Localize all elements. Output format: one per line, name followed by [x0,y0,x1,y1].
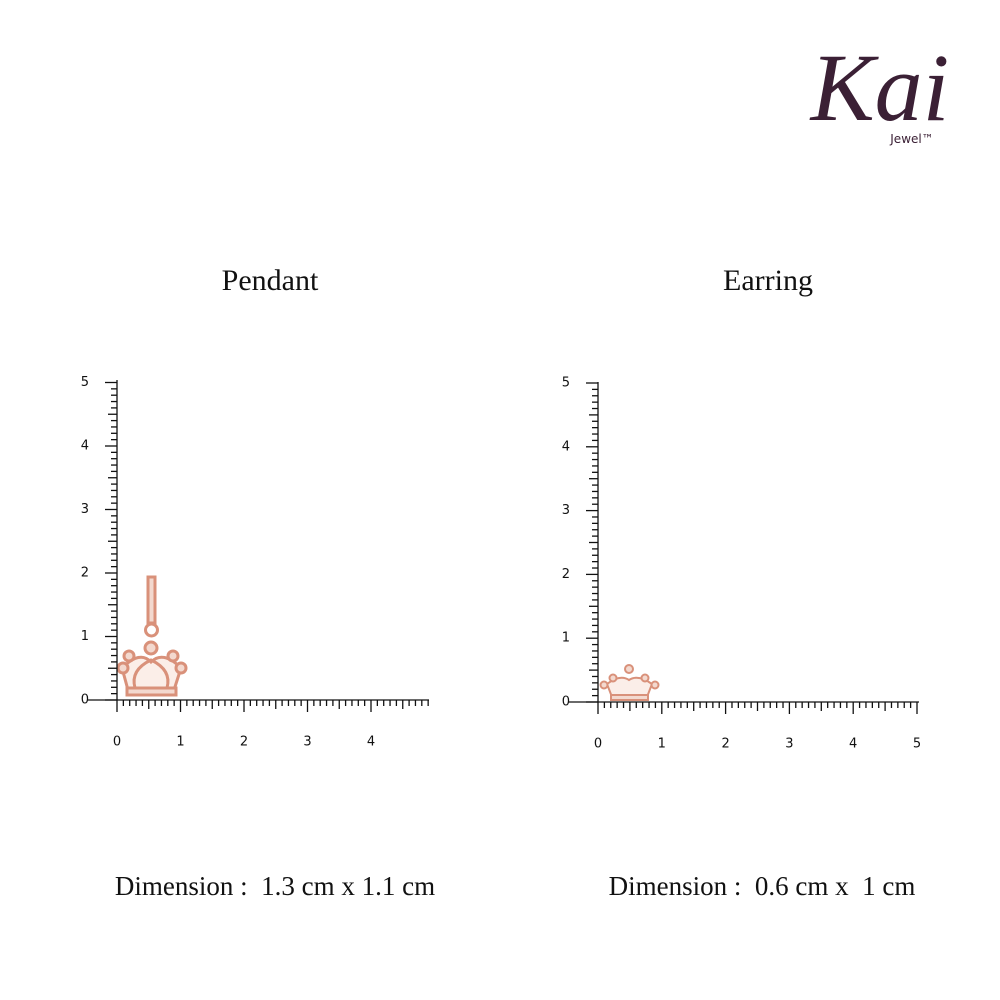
ruler-label: 1 [658,737,666,752]
logo-brand: Kai [809,34,950,141]
panel-title: Earring [723,264,813,297]
ruler-label: 5 [562,376,570,391]
ruler-label: 3 [785,737,793,752]
earring-image [599,664,660,701]
ruler-label: 0 [81,693,89,708]
ruler-label: 4 [562,439,570,454]
ruler-label: 2 [240,735,248,750]
ruler-label: 2 [721,737,729,752]
ruler-label: 4 [81,439,89,454]
dimension: Dimension : 0.6 cm x 1 cm [609,871,916,901]
ruler-label: 4 [367,735,375,750]
ruler-label: 4 [849,737,857,752]
logo-sub: Jewel™ [889,132,933,146]
ruler-label: 5 [913,737,921,752]
ruler-label: 1 [176,735,184,750]
pendant-image [116,575,188,697]
rulers: 0 1 2 3 4 5 0 1 2 3 4 0 1 2 3 4 5 0 1 2 3 4 5 [81,375,921,752]
ruler-label: 1 [562,631,570,646]
ruler-label: 2 [562,567,570,582]
ruler-label: 1 [81,629,89,644]
ruler-label: 3 [562,503,570,518]
ruler-label: 3 [303,735,311,750]
ruler-label: 3 [81,502,89,517]
dimension: Dimension : 1.3 cm x 1.1 cm [115,871,435,901]
ruler-label: 2 [81,566,89,581]
ruler-label: 5 [81,375,89,390]
ruler-label: 0 [113,735,121,750]
ruler-label: 0 [562,695,570,710]
panel-title: Pendant [222,264,319,297]
ruler-label: 0 [594,737,602,752]
